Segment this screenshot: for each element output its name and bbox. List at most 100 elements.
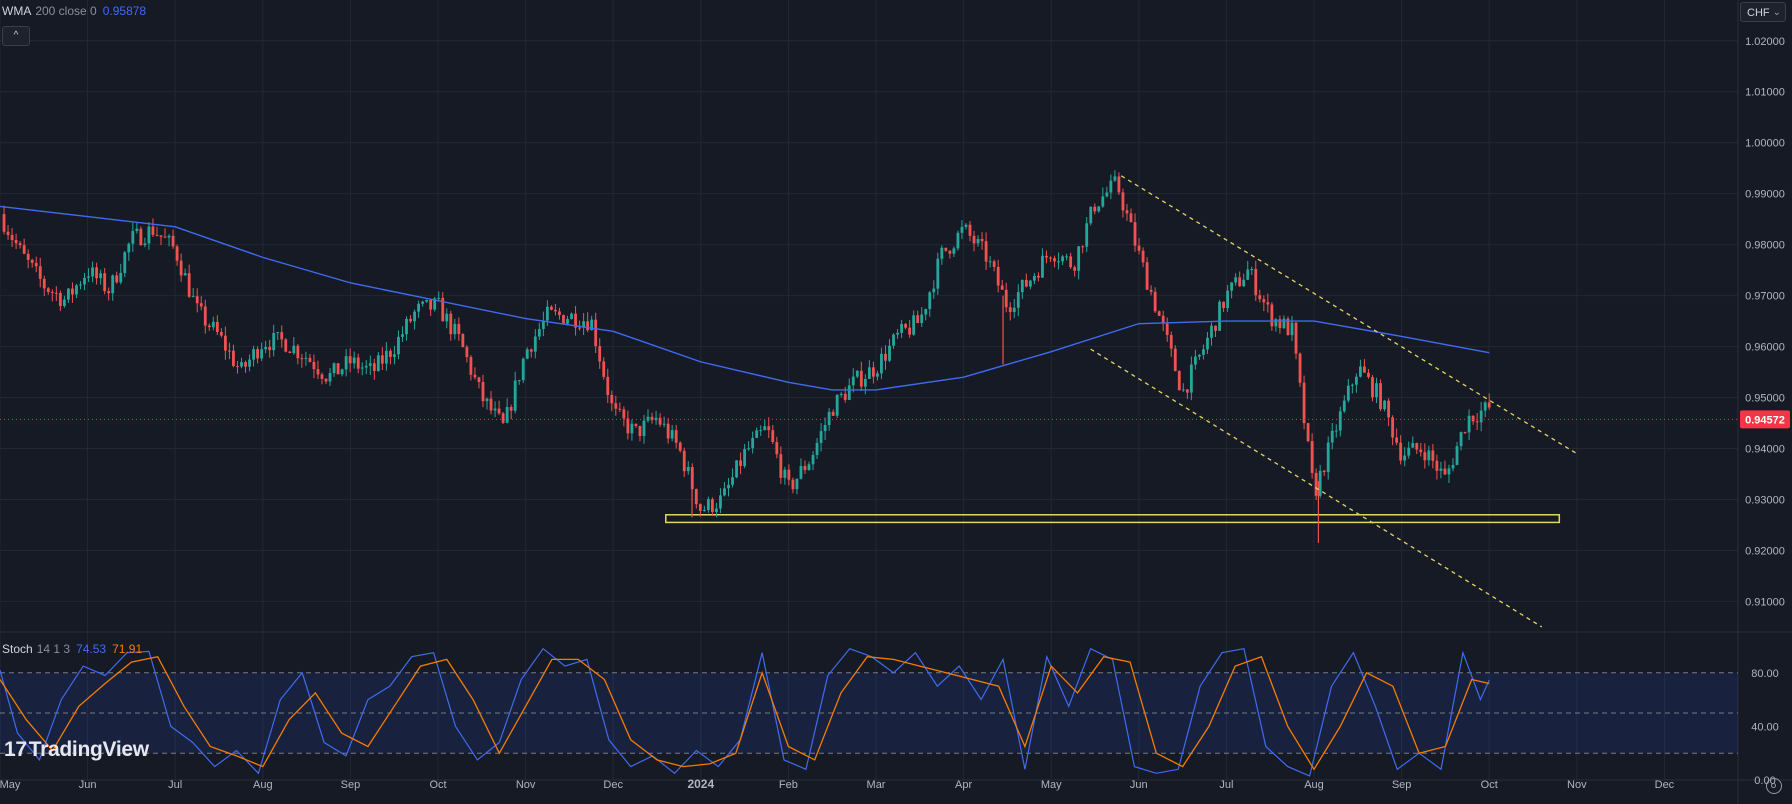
candle-156 xyxy=(626,410,630,440)
candle-body-180 xyxy=(723,488,726,496)
candle-body-361 xyxy=(1451,464,1455,469)
candle-body-355 xyxy=(1427,450,1431,461)
candle-body-285 xyxy=(1145,262,1149,290)
time-tick-label-17: Oct xyxy=(1481,779,1498,791)
candle-272 xyxy=(1093,203,1097,215)
candle-186 xyxy=(747,441,751,451)
candle-350 xyxy=(1407,441,1411,459)
candle-body-76 xyxy=(304,357,308,359)
candle-body-57 xyxy=(228,350,231,352)
candle-body-289 xyxy=(1161,315,1165,324)
candle-365 xyxy=(1467,409,1471,441)
candle-314 xyxy=(1262,295,1266,312)
stoch-k-value: 74.53 xyxy=(76,642,107,656)
candle-body-306 xyxy=(1230,282,1234,291)
candle-204 xyxy=(819,422,823,452)
candle-body-128 xyxy=(513,380,517,411)
candle-110 xyxy=(441,292,445,322)
candle-body-323 xyxy=(1298,353,1302,383)
candle-body-266 xyxy=(1069,256,1073,268)
candle-body-319 xyxy=(1282,318,1286,329)
candle-body-342 xyxy=(1375,383,1378,398)
candle-body-172 xyxy=(690,466,694,489)
candle-100 xyxy=(401,326,404,343)
candle-119 xyxy=(477,376,481,389)
candle-body-164 xyxy=(658,417,662,425)
candle-264 xyxy=(1061,255,1064,266)
candle-body-367 xyxy=(1475,421,1479,423)
candle-49 xyxy=(195,288,199,313)
gear-icon[interactable] xyxy=(1766,778,1782,794)
candle-178 xyxy=(715,502,718,518)
candle-106 xyxy=(425,299,429,303)
candle-174 xyxy=(698,503,702,517)
candle-99 xyxy=(397,330,400,360)
price-tick-label-10: 0.92000 xyxy=(1745,545,1785,557)
candle-body-119 xyxy=(477,377,481,383)
candle-343 xyxy=(1379,379,1382,412)
wma-legend[interactable]: WMA 200 close 0 0.95878 xyxy=(2,4,146,18)
candle-body-235 xyxy=(944,247,948,251)
currency-selector[interactable]: CHF ⌄ xyxy=(1740,2,1786,22)
candle-200 xyxy=(803,460,807,474)
candle-291 xyxy=(1169,331,1173,357)
stoch-legend[interactable]: Stoch 14 1 3 74.53 71.91 xyxy=(2,642,142,656)
candle-281 xyxy=(1129,208,1133,223)
candle-body-296 xyxy=(1189,364,1193,393)
candle-351 xyxy=(1411,436,1415,448)
candle-body-211 xyxy=(847,385,851,400)
candle-body-61 xyxy=(244,362,247,367)
candle-269 xyxy=(1081,245,1085,254)
candle-body-326 xyxy=(1310,441,1314,473)
candle-body-77 xyxy=(308,357,312,362)
candle-body-102 xyxy=(409,318,412,322)
candle-body-209 xyxy=(839,393,843,396)
candle-body-81 xyxy=(324,378,328,382)
candle-338 xyxy=(1359,359,1362,378)
price-tick-label-7: 0.95000 xyxy=(1745,393,1785,405)
candle-87 xyxy=(348,348,352,373)
candle-364 xyxy=(1463,431,1467,435)
candle-67 xyxy=(268,339,272,358)
stoch-legend-name: Stoch xyxy=(2,642,33,656)
candle-body-248 xyxy=(996,266,1000,286)
candle-369 xyxy=(1483,400,1487,418)
stoch-tick-label-0: 80.00 xyxy=(1751,668,1779,680)
candle-body-219 xyxy=(880,353,883,374)
tradingview-logo[interactable]: 17TradingView xyxy=(4,738,149,762)
candle-79 xyxy=(316,360,320,380)
candle-366 xyxy=(1471,415,1475,425)
candle-11 xyxy=(42,275,46,297)
candle-154 xyxy=(618,402,622,413)
candle-89 xyxy=(356,353,360,374)
candle-217 xyxy=(871,361,875,384)
candle-body-286 xyxy=(1149,289,1153,292)
candle-275 xyxy=(1105,186,1109,198)
candle-170 xyxy=(682,447,686,477)
candle-121 xyxy=(485,397,489,410)
candle-body-364 xyxy=(1463,432,1467,434)
candle-195 xyxy=(783,466,787,485)
candle-body-37 xyxy=(147,226,151,244)
candle-162 xyxy=(650,412,654,424)
candle-101 xyxy=(405,316,408,341)
candle-44 xyxy=(175,244,179,266)
candle-body-106 xyxy=(425,299,429,302)
candle-322 xyxy=(1294,322,1298,360)
candle-63 xyxy=(252,345,255,367)
candle-body-345 xyxy=(1387,400,1390,418)
candle-215 xyxy=(863,374,867,395)
candle-17 xyxy=(67,288,70,303)
candle-body-35 xyxy=(139,228,143,246)
candle-261 xyxy=(1049,256,1052,262)
candle-body-303 xyxy=(1218,301,1221,331)
collapse-legend-button[interactable]: ^ xyxy=(2,26,30,46)
wma-line xyxy=(0,205,1490,391)
time-tick-label-7: Dec xyxy=(603,779,623,791)
candle-294 xyxy=(1181,383,1185,393)
candle-body-259 xyxy=(1041,255,1044,278)
candle-91 xyxy=(364,360,368,375)
candle-body-147 xyxy=(590,319,594,331)
candle-body-215 xyxy=(863,378,867,387)
